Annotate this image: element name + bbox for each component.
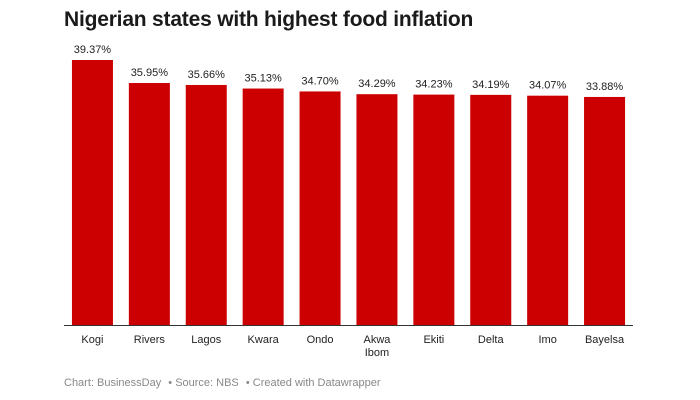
footer-created-with: • Created with Datawrapper — [245, 377, 381, 389]
category-label: Kogi — [81, 334, 103, 346]
value-label: 34.23% — [415, 79, 453, 91]
bar-lagos — [185, 84, 227, 325]
category-label: Kwara — [248, 334, 280, 346]
bar-imo — [527, 95, 569, 325]
footer-source: • Source: NBS — [168, 377, 239, 389]
category-label: Ekiti — [423, 334, 444, 346]
category-label: Delta — [478, 334, 505, 346]
bar-kwara — [242, 88, 284, 326]
footer-credit: Chart: BusinessDay — [64, 377, 162, 389]
value-label: 35.66% — [188, 69, 226, 81]
category-label: Imo — [538, 334, 556, 346]
bars-group — [71, 60, 626, 326]
bar-delta — [470, 94, 512, 325]
bar-ondo — [299, 91, 341, 325]
bar-kogi — [71, 60, 113, 325]
category-label: Akwa — [363, 334, 391, 346]
bar-rivers — [128, 83, 170, 325]
category-label: Bayelsa — [585, 334, 625, 346]
value-label: 34.07% — [529, 80, 567, 92]
category-label: Rivers — [134, 334, 166, 346]
chart-title: Nigerian states with highest food inflat… — [64, 8, 474, 31]
category-label: Ibom — [365, 347, 389, 359]
chart-footer: Chart: BusinessDay • Source: NBS • Creat… — [64, 377, 385, 389]
bar-akwa-ibom — [356, 94, 398, 326]
value-label: 35.95% — [131, 67, 169, 79]
value-label: 35.13% — [244, 73, 282, 85]
value-label: 34.70% — [301, 75, 339, 87]
value-labels-group: 39.37% 35.95% 35.66% 35.13% 34.70% 34.29% 34.2… — [74, 44, 624, 93]
value-label: 34.19% — [472, 79, 510, 91]
category-label: Lagos — [191, 334, 221, 346]
category-label: Ondo — [307, 334, 334, 346]
value-label: 39.37% — [74, 44, 112, 56]
value-label: 33.88% — [586, 81, 624, 93]
bar-bayelsa — [584, 96, 626, 325]
value-label: 34.29% — [358, 78, 396, 90]
bar-ekiti — [413, 94, 455, 325]
